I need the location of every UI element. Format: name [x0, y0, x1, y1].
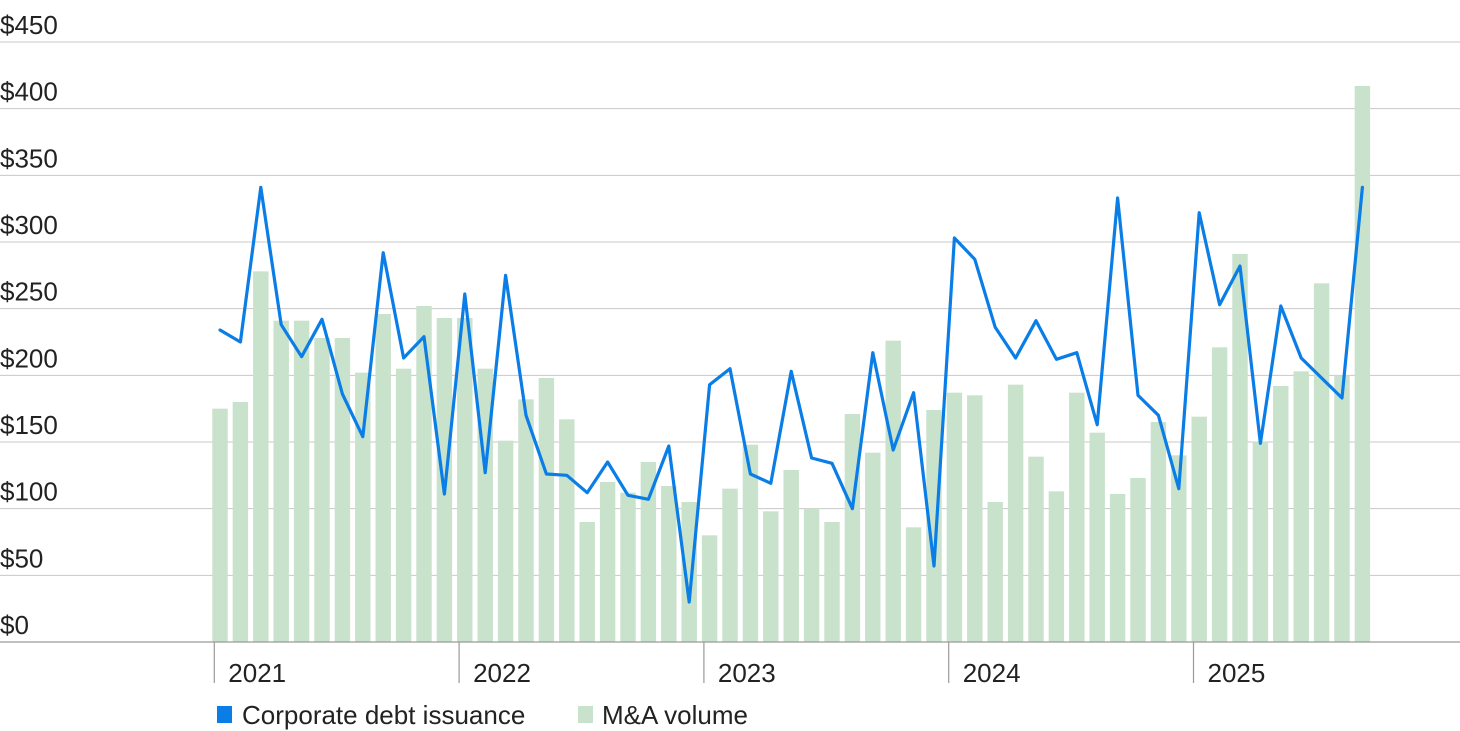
- bar-ma-volume: [803, 508, 820, 642]
- x-tick-label-year: 2025: [1208, 658, 1266, 688]
- bar-ma-volume: [1191, 416, 1207, 642]
- bar-ma-volume: [1313, 283, 1330, 642]
- line-series-corporate-debt: [218, 185, 1365, 604]
- bar-ma-volume: [661, 486, 677, 642]
- bar-ma-volume: [701, 535, 718, 642]
- bar-ma-volume: [334, 338, 351, 642]
- y-tick-label: $50: [0, 543, 43, 573]
- bar-ma-volume: [967, 395, 983, 642]
- y-tick-label: $350: [0, 143, 58, 173]
- bar-ma-volume: [375, 314, 391, 642]
- y-tick-label: $200: [0, 343, 58, 373]
- x-tick-label-year: 2021: [228, 658, 286, 688]
- bar-ma-volume: [844, 414, 861, 642]
- bar-ma-volume: [314, 338, 330, 642]
- bar-ma-volume: [293, 320, 310, 642]
- bar-ma-volume: [457, 318, 473, 642]
- x-tick-label-year: 2023: [718, 658, 776, 688]
- bar-ma-volume: [1334, 375, 1350, 642]
- bar-ma-volume: [212, 408, 228, 642]
- bar-ma-volume: [1211, 347, 1228, 642]
- y-tick-label: $400: [0, 77, 58, 107]
- bar-ma-volume: [1232, 254, 1248, 642]
- y-tick-label: $450: [0, 10, 58, 40]
- bar-ma-volume: [416, 306, 432, 642]
- bar-ma-volume: [1171, 455, 1187, 642]
- legend-label-corporate-debt: Corporate debt issuance: [242, 700, 525, 730]
- bar-ma-volume: [559, 419, 575, 642]
- bar-ma-volume: [355, 372, 371, 642]
- bar-ma-volume: [987, 502, 1003, 642]
- bar-ma-volume: [395, 368, 412, 642]
- bar-ma-volume: [1048, 491, 1065, 642]
- bar-ma-volume: [1069, 392, 1085, 642]
- bar-ma-volume: [599, 482, 616, 642]
- line-corporate-debt-issuance: [218, 185, 1365, 604]
- bar-ma-volume: [905, 527, 922, 642]
- bar-ma-volume: [722, 488, 738, 642]
- x-axis: 2021 2022 2023 2024 2025: [0, 641, 1460, 688]
- bar-ma-volume: [497, 440, 514, 642]
- bar-ma-volume: [1109, 494, 1126, 642]
- y-tick-label: $150: [0, 410, 58, 440]
- legend-label-ma-volume: M&A volume: [602, 700, 748, 730]
- bar-ma-volume: [763, 511, 779, 642]
- x-tick-label-year: 2022: [473, 658, 531, 688]
- bar-ma-volume: [1028, 456, 1044, 642]
- legend: Corporate debt issuance M&A volume: [217, 700, 748, 730]
- x-tick-label-year: 2024: [963, 658, 1021, 688]
- bar-ma-volume: [946, 392, 963, 642]
- bar-ma-volume: [1293, 371, 1309, 642]
- bar-ma-volume: [885, 340, 901, 642]
- bar-ma-volume: [1089, 432, 1105, 642]
- bar-ma-volume: [681, 502, 697, 642]
- bar-ma-volume: [783, 470, 799, 642]
- bar-ma-volume: [253, 271, 269, 642]
- bar-ma-volume: [1273, 386, 1289, 642]
- bar-ma-volume: [1150, 422, 1167, 642]
- bar-ma-volume: [620, 492, 636, 642]
- bar-ma-volume: [1130, 478, 1146, 642]
- bar-ma-volume: [232, 402, 249, 642]
- bar-ma-volume: [538, 378, 555, 642]
- y-tick-label: $300: [0, 210, 58, 240]
- bar-ma-volume: [865, 452, 881, 642]
- bar-ma-volume: [824, 522, 840, 642]
- y-tick-label: $250: [0, 277, 58, 307]
- bar-ma-volume: [742, 444, 759, 642]
- legend-swatch-corporate-debt: [217, 706, 232, 723]
- bar-ma-volume: [518, 399, 534, 642]
- bar-ma-volume: [640, 462, 657, 642]
- y-tick-label: $100: [0, 477, 58, 507]
- bar-ma-volume: [1252, 442, 1269, 642]
- bar-series-ma-volume: [212, 86, 1371, 642]
- bar-ma-volume: [1007, 384, 1024, 642]
- y-tick-label: $0: [0, 610, 29, 640]
- bar-ma-volume: [273, 320, 289, 642]
- bar-ma-volume: [579, 522, 595, 642]
- y-axis-ticks: $0 $50 $100 $150 $200 $250 $300 $350 $400 $450: [0, 10, 58, 640]
- bar-ma-volume: [1354, 86, 1371, 642]
- bar-ma-volume: [926, 410, 942, 642]
- legend-swatch-ma-volume: [578, 706, 593, 723]
